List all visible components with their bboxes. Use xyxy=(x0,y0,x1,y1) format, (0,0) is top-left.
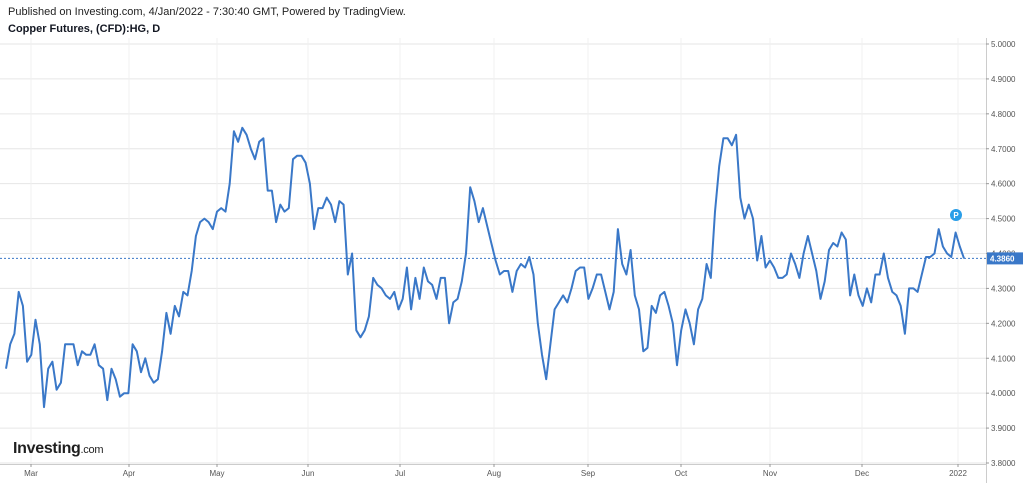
chart-title: Copper Futures, (CFD):HG, D xyxy=(8,23,161,35)
x-tick-label: Mar xyxy=(24,469,38,478)
investing-logo: Investing.com xyxy=(13,440,103,458)
y-tick-label: 3.8000 xyxy=(991,459,1016,468)
x-tick-label: May xyxy=(209,469,224,478)
y-tick-label: 4.2000 xyxy=(991,319,1016,328)
y-tick-label: 4.9000 xyxy=(991,75,1016,84)
x-tick-label: Apr xyxy=(123,469,136,478)
x-tick-label: Sep xyxy=(581,469,596,478)
x-tick-label: Nov xyxy=(763,469,777,478)
last-price-badge xyxy=(987,252,1023,265)
time-axis: Mar Apr May Jun Jul Aug Sep Oct Nov Dec 2022 xyxy=(24,464,967,478)
marker-badge: P xyxy=(950,209,962,221)
series-line xyxy=(5,126,965,409)
last-price-value: 4.3860 xyxy=(990,254,1015,263)
published-caption: Published on Investing.com, 4/Jan/2022 -… xyxy=(8,6,406,18)
marker-label: P xyxy=(953,211,959,220)
grid xyxy=(0,38,986,464)
x-tick-label: Jul xyxy=(395,469,405,478)
y-tick-label: 4.3000 xyxy=(991,284,1016,293)
logo-suffix: .com xyxy=(80,444,104,456)
logo-main: Investing xyxy=(13,440,81,457)
y-tick-label: 4.5000 xyxy=(991,215,1016,224)
y-tick-label: 4.7000 xyxy=(991,145,1016,154)
y-tick-label: 4.1000 xyxy=(991,354,1016,363)
x-tick-label: Oct xyxy=(675,469,688,478)
last-price-label: 4.3860 xyxy=(987,252,1023,265)
x-tick-label: 2022 xyxy=(949,469,967,478)
x-tick-label: Aug xyxy=(487,469,501,478)
x-tick-label: Dec xyxy=(855,469,869,478)
y-tick-label: 5.0000 xyxy=(991,40,1016,49)
y-tick-label: 3.9000 xyxy=(991,424,1016,433)
y-tick-label: 4.6000 xyxy=(991,180,1016,189)
price-axis: 3.80003.90004.00004.10004.20004.30004.40… xyxy=(986,40,1016,468)
y-tick-label: 4.8000 xyxy=(991,110,1016,119)
marker-circle xyxy=(950,209,962,221)
y-tick-label: 4.0000 xyxy=(991,389,1016,398)
x-tick-label: Jun xyxy=(302,469,315,478)
